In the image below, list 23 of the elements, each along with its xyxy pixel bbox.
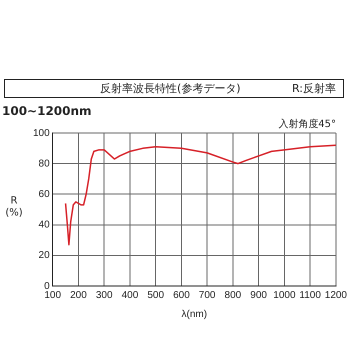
y-tick-label: 60 xyxy=(38,188,50,200)
x-tick-label: 600 xyxy=(173,290,190,301)
x-tick-label: 800 xyxy=(224,290,242,301)
y-tick-label: 100 xyxy=(32,128,50,139)
y-tick-label: 20 xyxy=(38,250,50,262)
x-tick-label: 1000 xyxy=(273,290,296,301)
x-axis-title: λ(nm) xyxy=(182,308,208,320)
y-tick-label: 0 xyxy=(44,280,50,292)
y-tick-label: 80 xyxy=(38,158,50,170)
chart-title: 反射率波長特性(参考データ) xyxy=(100,81,241,96)
y-axis-title: R (%) xyxy=(5,196,23,218)
text: R:反射率 xyxy=(292,81,336,96)
x-tick-label: 500 xyxy=(147,290,164,301)
chart-subtitle: 100~1200nm xyxy=(2,104,92,118)
x-tick-label: 300 xyxy=(96,290,113,301)
x-tick-label: 700 xyxy=(198,290,216,301)
y-tick-label: 40 xyxy=(38,220,50,231)
x-tick-label: 200 xyxy=(70,290,88,301)
x-tick-label: 1100 xyxy=(299,290,322,301)
x-tick-label: 1200 xyxy=(324,290,348,301)
text: 入射角度45° xyxy=(278,118,336,131)
x-tick-label: 400 xyxy=(122,290,139,301)
x-tick-label: 900 xyxy=(250,290,268,301)
